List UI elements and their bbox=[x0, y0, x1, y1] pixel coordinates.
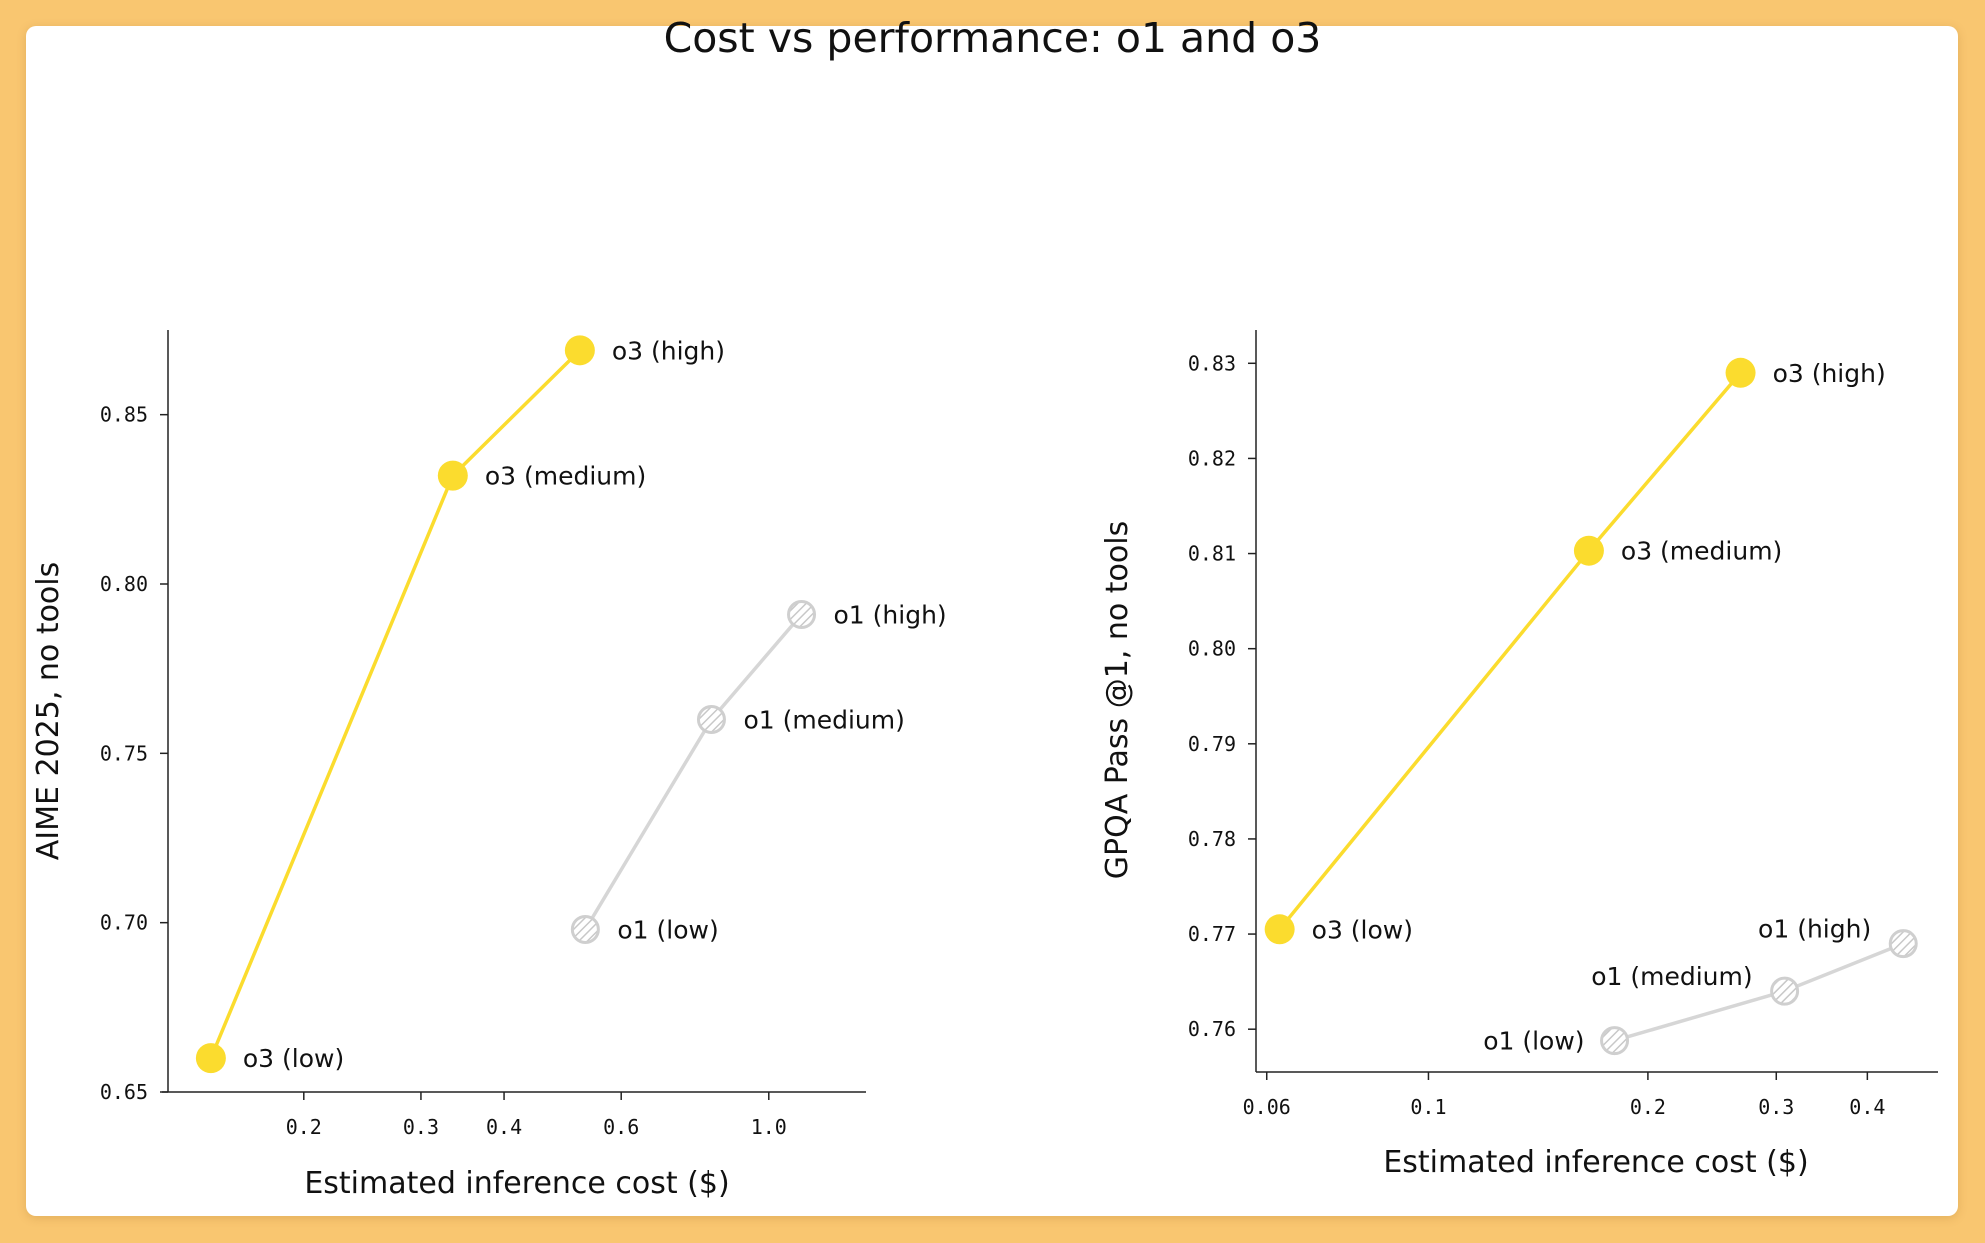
aime-point-label: o3 (medium) bbox=[485, 462, 646, 491]
gpqa-o1-point bbox=[1600, 1026, 1630, 1056]
gpqa-o3-point bbox=[1725, 357, 1756, 388]
gpqa-y-tick-label: 0.77 bbox=[1188, 922, 1236, 946]
aime-point-label: o3 (high) bbox=[612, 336, 725, 365]
page-title: Cost vs performance: o1 and o3 bbox=[663, 14, 1322, 62]
gpqa-x-tick-label: 0.1 bbox=[1410, 1095, 1446, 1119]
aime-x-tick-label: 0.2 bbox=[286, 1115, 322, 1139]
gpqa-o3-point bbox=[1264, 914, 1295, 945]
aime-series: o3 (low) o3 (medium) o3 (high) o1 (low) o1 (… bbox=[195, 335, 947, 1074]
gpqa-o3-point bbox=[1573, 535, 1604, 566]
gpqa-point-label: o1 (low) bbox=[1483, 1027, 1584, 1056]
gpqa-y-tick-label: 0.82 bbox=[1188, 446, 1236, 470]
gpqa-y-tick-label: 0.79 bbox=[1188, 732, 1236, 756]
aime-point-label: o1 (medium) bbox=[743, 705, 904, 734]
aime-y-tick-label: 0.80 bbox=[100, 572, 148, 596]
chart-card bbox=[26, 26, 1958, 1216]
gpqa-y-ticks: 0.76 0.77 0.78 0.79 0.80 0.81 0.82 0.83 bbox=[1188, 351, 1256, 1041]
gpqa-x-tick-label: 0.06 bbox=[1243, 1095, 1291, 1119]
gpqa-series: o3 (low) o3 (medium) o3 (high) o1 (low) o1 (… bbox=[1264, 357, 1918, 1056]
aime-o3-line bbox=[209, 349, 582, 1059]
aime-x-axis-label: Estimated inference cost ($) bbox=[304, 1166, 729, 1201]
gpqa-point-label: o1 (high) bbox=[1758, 915, 1871, 944]
aime-point-label: o1 (low) bbox=[617, 915, 718, 944]
gpqa-y-tick-label: 0.80 bbox=[1188, 637, 1236, 661]
aime-chart: 0.65 0.70 0.75 0.80 0.85 0.2 0.3 0.4 0.6 1.0 Est… bbox=[31, 330, 947, 1201]
gpqa-point-label: o3 (medium) bbox=[1621, 537, 1782, 566]
gpqa-y-tick-label: 0.81 bbox=[1188, 542, 1236, 566]
aime-o1-line bbox=[583, 613, 803, 931]
aime-o3-point bbox=[195, 1043, 226, 1074]
gpqa-x-ticks: 0.06 0.1 0.2 0.3 0.4 bbox=[1243, 1072, 1885, 1119]
gpqa-o1-point bbox=[1888, 929, 1918, 959]
gpqa-y-tick-label: 0.83 bbox=[1188, 351, 1236, 375]
gpqa-x-tick-label: 0.2 bbox=[1630, 1095, 1666, 1119]
aime-x-tick-label: 1.0 bbox=[751, 1115, 787, 1139]
aime-point-label: o1 (high) bbox=[834, 600, 947, 629]
gpqa-y-tick-label: 0.76 bbox=[1188, 1017, 1236, 1041]
gpqa-y-tick-label: 0.78 bbox=[1188, 827, 1236, 851]
gpqa-o1-line bbox=[1614, 941, 1904, 1043]
aime-o1-point bbox=[570, 914, 600, 944]
aime-y-ticks: 0.65 0.70 0.75 0.80 0.85 bbox=[100, 403, 168, 1104]
gpqa-point-label: o3 (low) bbox=[1312, 915, 1413, 944]
aime-x-tick-label: 0.3 bbox=[403, 1115, 439, 1139]
aime-x-tick-label: 0.4 bbox=[486, 1115, 522, 1139]
aime-y-tick-label: 0.70 bbox=[100, 911, 148, 935]
aime-point-label: o3 (low) bbox=[243, 1044, 344, 1073]
aime-x-ticks: 0.2 0.3 0.4 0.6 1.0 bbox=[286, 1092, 787, 1139]
aime-y-tick-label: 0.85 bbox=[100, 403, 148, 427]
gpqa-x-axis-label: Estimated inference cost ($) bbox=[1383, 1145, 1808, 1180]
gpqa-x-tick-label: 0.4 bbox=[1849, 1095, 1885, 1119]
aime-y-tick-label: 0.75 bbox=[100, 741, 148, 765]
aime-y-axis-label: AIME 2025, no tools bbox=[31, 562, 66, 861]
aime-o3-point bbox=[564, 335, 595, 366]
gpqa-y-axis-label: GPQA Pass @1, no tools bbox=[1100, 521, 1135, 879]
gpqa-o1-point bbox=[1770, 976, 1800, 1006]
aime-x-tick-label: 0.6 bbox=[603, 1115, 639, 1139]
aime-o1-point bbox=[696, 704, 726, 734]
gpqa-chart: 0.76 0.77 0.78 0.79 0.80 0.81 0.82 0.83 0.06 0.1… bbox=[1100, 330, 1938, 1180]
gpqa-point-label: o3 (high) bbox=[1773, 359, 1886, 388]
aime-o1-point bbox=[787, 599, 817, 629]
gpqa-point-label: o1 (medium) bbox=[1591, 962, 1752, 991]
gpqa-o3-line bbox=[1278, 371, 1742, 931]
aime-o3-point bbox=[437, 460, 468, 491]
aime-y-tick-label: 0.65 bbox=[100, 1080, 148, 1104]
gpqa-x-tick-label: 0.3 bbox=[1758, 1095, 1794, 1119]
